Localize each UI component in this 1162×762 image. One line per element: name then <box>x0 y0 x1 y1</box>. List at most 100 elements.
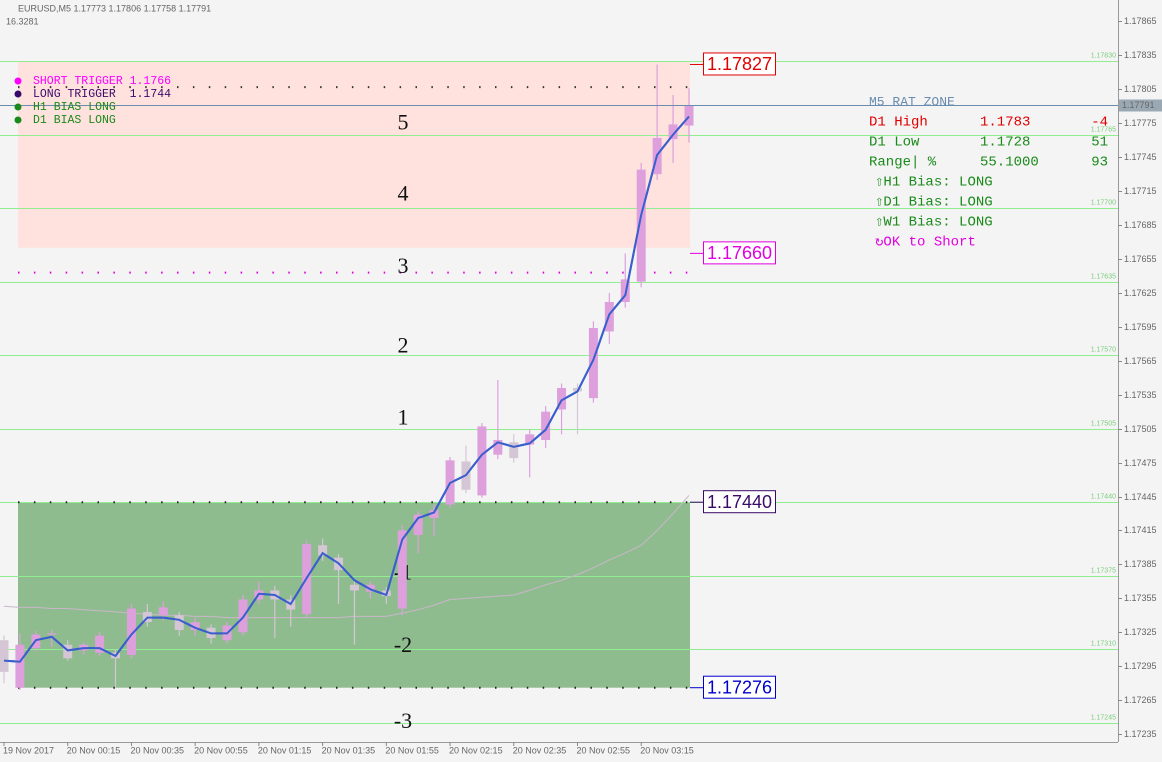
candle-body <box>684 105 694 126</box>
panel-cell: 1.1783 <box>980 115 1030 131</box>
y-tick-label: 1.17475 <box>1124 458 1157 468</box>
y-tick-label: 1.17235 <box>1124 729 1157 739</box>
zone-number: -2 <box>394 632 412 657</box>
zone-number: 2 <box>398 332 409 357</box>
y-tick-label: 1.17715 <box>1124 186 1157 196</box>
y-tick-label: 1.17835 <box>1124 50 1157 60</box>
zone-number: -3 <box>394 708 412 733</box>
candle-body <box>588 328 598 399</box>
x-tick-label: 20 Nov 00:15 <box>67 745 121 755</box>
panel-cell: D1 High <box>869 115 928 131</box>
legend-dot <box>14 116 22 124</box>
legend-dot <box>14 77 22 85</box>
panel-cell: 93 <box>1091 155 1108 171</box>
y-tick-label: 1.17355 <box>1124 593 1157 603</box>
candle-body <box>158 607 168 616</box>
plot: 1.17830 1.17765 1.17700 1.17635 1.17570 1.175… <box>0 52 1118 733</box>
panel-cell: 55.1000 <box>980 155 1039 171</box>
level-label: 1.17635 <box>1091 273 1116 280</box>
panel-cell: D1 Low <box>869 135 920 151</box>
price-tag-label: 1.17440 <box>707 492 772 512</box>
panel-cell: -4 <box>1091 115 1108 131</box>
legend-label: D1 BIAS LONG <box>33 114 116 127</box>
zone-number: 4 <box>398 181 409 206</box>
y-tick-label: 1.17265 <box>1124 695 1157 705</box>
y-tick-label: 1.17385 <box>1124 559 1157 569</box>
x-tick-label: 20 Nov 00:35 <box>130 745 184 755</box>
candle-body <box>95 635 105 653</box>
last-price-label: 1.17791 <box>1122 100 1155 110</box>
panel-cell: 51 <box>1091 135 1108 151</box>
candle-body <box>413 514 423 536</box>
x-tick-label: 20 Nov 02:55 <box>576 745 630 755</box>
x-tick-label: 19 Nov 2017 <box>3 745 54 755</box>
y-tick-label: 1.17745 <box>1124 152 1157 162</box>
panel-line: ⇧H1 Bias: LONG <box>875 175 993 191</box>
candle-body <box>63 644 73 659</box>
legend-label: H1 BIAS LONG <box>33 101 116 114</box>
y-tick-label: 1.17295 <box>1124 661 1157 671</box>
level-label: 1.17830 <box>1091 52 1116 59</box>
price-tag-label: 1.17276 <box>707 677 772 697</box>
y-tick-label: 1.17625 <box>1124 288 1157 298</box>
y-tick-label: 1.17775 <box>1124 118 1157 128</box>
panel-cell: Range| % <box>869 155 937 171</box>
y-tick-label: 1.17865 <box>1124 16 1157 26</box>
candle-body <box>126 608 136 655</box>
chart-subtitle: 16.3281 <box>6 16 39 26</box>
price-tag-box <box>703 490 776 514</box>
zone-number: 5 <box>398 109 409 134</box>
candle-body <box>541 411 551 440</box>
candle-body <box>493 439 503 455</box>
x-tick-label: 20 Nov 00:55 <box>194 745 248 755</box>
price-tag-box <box>703 241 776 265</box>
legend-label: LONG TRIGGER 1.1744 <box>33 88 171 101</box>
y-tick-label: 1.17445 <box>1124 492 1157 502</box>
price-tag-box <box>703 675 776 699</box>
candle-body <box>15 644 25 688</box>
panel-line: ↻OK to Short <box>875 235 976 251</box>
level-label: 1.17700 <box>1091 199 1116 206</box>
moving-average <box>3 495 690 619</box>
candle-body <box>557 387 567 410</box>
legend-dot <box>14 103 22 111</box>
legend-dot <box>14 90 22 98</box>
y-tick-label: 1.17415 <box>1124 525 1157 535</box>
panel-line: ⇧W1 Bias: LONG <box>875 215 993 231</box>
candle-body <box>190 622 200 631</box>
moving-average <box>3 115 690 663</box>
panel-cell: 1.1728 <box>980 135 1030 151</box>
level-label: 1.17310 <box>1091 640 1116 647</box>
zone <box>18 61 690 248</box>
y-tick-label: 1.17565 <box>1124 356 1157 366</box>
y-tick-label: 1.17595 <box>1124 322 1157 332</box>
x-tick-label: 20 Nov 01:55 <box>385 745 439 755</box>
zone-number: 3 <box>398 253 409 278</box>
y-tick-label: 1.17655 <box>1124 254 1157 264</box>
price-tag-label: 1.17827 <box>707 54 772 74</box>
candle-body <box>509 442 519 459</box>
candle-body <box>397 530 407 609</box>
y-tick-label: 1.17325 <box>1124 627 1157 637</box>
candle-body <box>318 545 328 556</box>
candle-body <box>0 640 9 672</box>
x-tick-label: 20 Nov 02:15 <box>449 745 503 755</box>
y-tick-label: 1.17505 <box>1124 424 1157 434</box>
y-tick-label: 1.17805 <box>1124 84 1157 94</box>
zone-number: 1 <box>398 405 409 430</box>
chart-title: EURUSD,M5 1.17773 1.17806 1.17758 1.1779… <box>18 3 211 13</box>
level-label: 1.17765 <box>1091 126 1116 133</box>
x-tick-label: 20 Nov 03:15 <box>640 745 694 755</box>
candle-body <box>477 426 487 496</box>
last-price-tag <box>1119 99 1162 112</box>
candle-body <box>349 584 359 591</box>
candle-body <box>174 615 184 631</box>
candle-body <box>429 510 439 519</box>
legend-label: SHORT TRIGGER 1.1766 <box>33 75 171 88</box>
x-tick-label: 20 Nov 01:35 <box>322 745 376 755</box>
level-label: 1.17505 <box>1091 420 1116 427</box>
panel-line: ⇧D1 Bias: LONG <box>875 195 993 211</box>
price-tag-label: 1.17660 <box>707 243 772 263</box>
